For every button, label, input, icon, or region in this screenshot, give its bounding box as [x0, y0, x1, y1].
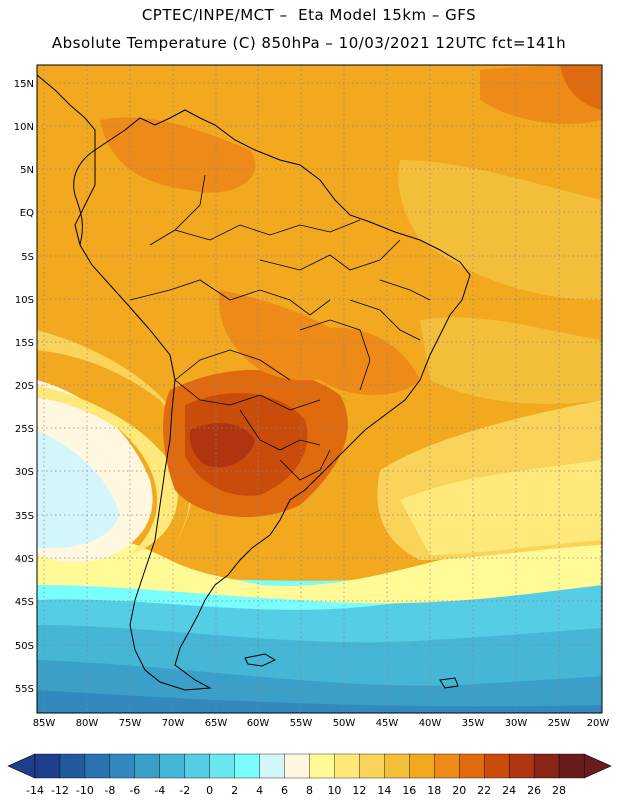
- colorbar-tick-label: -4: [154, 784, 165, 797]
- colorbar-tick-label: -12: [51, 784, 69, 797]
- colorbar-tick-label: 8: [306, 784, 313, 797]
- colorbar-tick-label: 10: [327, 784, 341, 797]
- lon-label: 40W: [419, 718, 442, 729]
- colorbar-tick-label: 12: [352, 784, 366, 797]
- colorbar-swatch: [508, 753, 535, 779]
- colorbar-swatch: [309, 753, 336, 779]
- lon-label: 55W: [290, 718, 313, 729]
- lat-label: 35S: [15, 511, 34, 522]
- colorbar-tick-label: 18: [427, 784, 441, 797]
- colorbar-tick-label: 14: [377, 784, 391, 797]
- colorbar-swatch: [533, 753, 560, 779]
- colorbar-swatch: [558, 753, 585, 779]
- colorbar-tick-label: -2: [179, 784, 190, 797]
- colorbar-swatch: [134, 753, 161, 779]
- colorbar-tick-label: -14: [26, 784, 44, 797]
- lon-label: 35W: [462, 718, 485, 729]
- lon-label: 75W: [119, 718, 142, 729]
- chart-title-line1: CPTEC/INPE/MCT – Eta Model 15km – GFS: [141, 6, 477, 24]
- colorbar-tick-label: -8: [104, 784, 115, 797]
- colorbar-tick-label: -10: [76, 784, 94, 797]
- lat-label: 55S: [15, 684, 34, 695]
- lat-label: 15S: [15, 338, 34, 349]
- colorbar-tick-label: 0: [206, 784, 213, 797]
- lat-label: 10S: [15, 295, 34, 306]
- colorbar-tick-label: 16: [402, 784, 416, 797]
- lon-label: 65W: [205, 718, 228, 729]
- graticule: [37, 65, 602, 713]
- lat-label: 10N: [14, 122, 34, 133]
- colorbar-swatch: [359, 753, 385, 779]
- colorbar-swatch: [409, 753, 435, 779]
- colorbar-tick-label: 28: [552, 784, 566, 797]
- lon-label: 80W: [76, 718, 99, 729]
- colorbar-swatch: [159, 753, 186, 779]
- colorbar-tick-label: 26: [527, 784, 541, 797]
- colorbar-tick-label: 20: [452, 784, 466, 797]
- colorbar-tick-label: 4: [256, 784, 263, 797]
- colorbar-swatch: [209, 753, 236, 779]
- map-frame: [36, 64, 603, 714]
- lon-label: 45W: [376, 718, 399, 729]
- colorbar-swatch: [384, 753, 410, 779]
- lat-label: 15N: [14, 79, 34, 90]
- lon-label: 25W: [548, 718, 571, 729]
- temperature-field: [37, 65, 602, 713]
- colorbar: -14 -12 -10 -8 -6 -4 -2 0 2 4 6 8 10 12 14 16 18 20 22 24 26…: [7, 753, 612, 797]
- colorbar-swatch: [459, 753, 485, 779]
- lon-label: 70W: [162, 718, 185, 729]
- colorbar-swatch: [34, 753, 61, 779]
- lat-label: 20S: [15, 381, 34, 392]
- lon-label: 30W: [505, 718, 528, 729]
- colorbar-tick-label: 24: [502, 784, 516, 797]
- colorbar-tick-label: -6: [129, 784, 140, 797]
- colorbar-min-arrow: [7, 753, 36, 779]
- coastlines: [37, 74, 471, 691]
- colorbar-tick-label: 6: [281, 784, 288, 797]
- lat-label: 40S: [15, 554, 34, 565]
- colorbar-tick-label: 22: [477, 784, 491, 797]
- colorbar-swatch: [184, 753, 211, 779]
- lon-label: 50W: [333, 718, 356, 729]
- lat-label: 25S: [15, 424, 34, 435]
- colorbar-swatch: [334, 753, 361, 779]
- colorbar-max-arrow: [583, 753, 612, 779]
- colorbar-swatch: [483, 753, 510, 779]
- colorbar-swatch: [259, 753, 286, 779]
- colorbar-tick-label: 2: [231, 784, 238, 797]
- lat-label: 5S: [21, 252, 34, 263]
- lat-label: EQ: [20, 208, 34, 219]
- colorbar-swatch: [59, 753, 86, 779]
- country-borders: [129, 174, 431, 481]
- lon-label: 60W: [247, 718, 270, 729]
- lat-label: 45S: [15, 597, 34, 608]
- lat-label: 50S: [15, 641, 34, 652]
- lat-label: 5N: [20, 165, 34, 176]
- latitude-labels: 15N 10N 5N EQ 5S 10S 15S 20S 25S 30S 35S…: [14, 79, 34, 695]
- chart-title-line2: Absolute Temperature (C) 850hPa – 10/03/…: [51, 34, 567, 52]
- longitude-labels: 85W 80W 75W 70W 65W 60W 55W 50W 45W 40W …: [33, 718, 610, 729]
- lon-label: 20W: [587, 718, 610, 729]
- colorbar-swatch: [109, 753, 136, 779]
- colorbar-swatch: [284, 753, 311, 779]
- colorbar-swatch: [434, 753, 460, 779]
- colorbar-swatch: [234, 753, 261, 779]
- colorbar-swatch: [84, 753, 111, 779]
- lon-label: 85W: [33, 718, 56, 729]
- lat-label: 30S: [15, 467, 34, 478]
